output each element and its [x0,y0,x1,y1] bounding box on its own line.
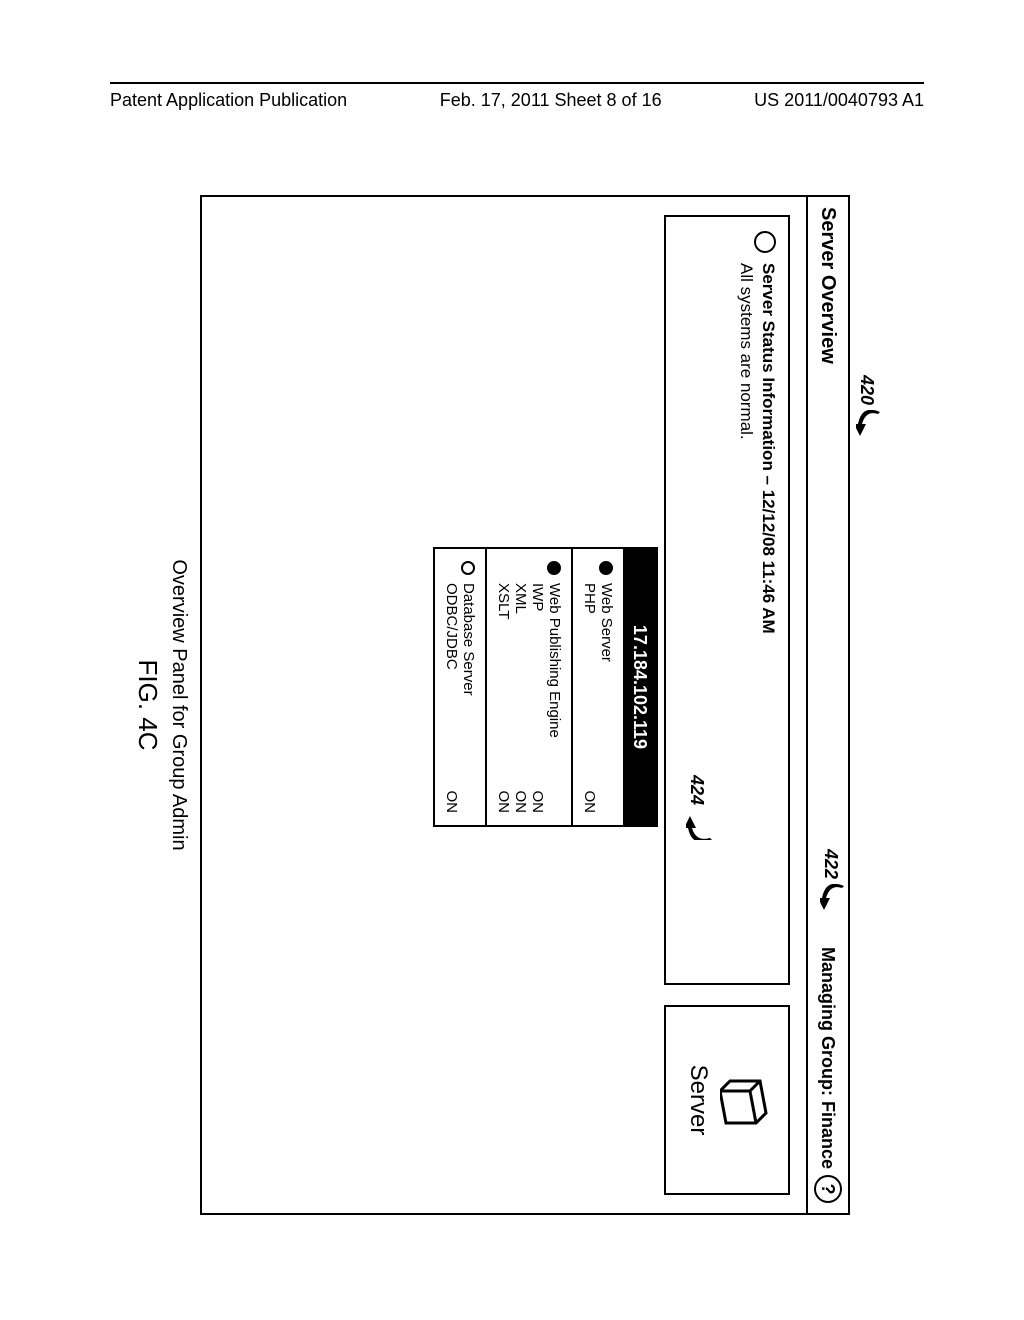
wpe-name: Web Publishing Engine [546,583,563,738]
help-icon[interactable]: ? [814,1175,842,1203]
status-title: Server Status Information – 12/12/08 11:… [758,263,778,634]
ip-header: 17.184.102.119 [623,549,656,825]
panel-header: Server Overview Managing Group: Finance … [806,197,848,1213]
list-item: PHP ON [581,561,598,813]
managing-group-label: Managing Group: Finance [818,947,839,1169]
server-icon [720,1073,770,1127]
header-center: Feb. 17, 2011 Sheet 8 of 16 [440,90,662,111]
web-server-section: Web Server PHP ON [571,549,623,825]
header-left: Patent Application Publication [110,90,347,111]
status-dot-icon [548,561,562,575]
server-tile[interactable]: Server [664,1005,790,1195]
overview-panel: Server Overview Managing Group: Finance … [200,195,850,1215]
list-item: ODBC/JDBCON [443,561,460,813]
status-indicator-icon [754,231,776,253]
list-item: IWPON [529,561,546,813]
web-server-name: Web Server [598,583,615,662]
server-label: Server [684,1065,712,1136]
status-box: Server Status Information – 12/12/08 11:… [664,215,790,985]
callout-420: 420 [856,375,880,444]
status-message: All systems are normal. [736,263,756,634]
page-header: Patent Application Publication Feb. 17, … [110,82,924,111]
figure-container: 420 422 424 Server Overview Managing Gro… [130,195,880,1215]
server-detail-box: 17.184.102.119 Web Server PHP ON Web Pub… [433,547,658,827]
caption-line2: FIG. 4C [132,195,163,1215]
status-dot-icon [600,561,614,575]
db-name: Database Server [460,583,477,696]
list-item: XMLON [512,561,529,813]
panel-title: Server Overview [817,207,840,364]
caption-line1: Overview Panel for Group Admin [167,195,190,1215]
db-section: Database Server ODBC/JDBCON [435,549,485,825]
wpe-section: Web Publishing Engine IWPON XMLON XSLTON [485,549,571,825]
figure-caption: Overview Panel for Group Admin FIG. 4C [132,195,190,1215]
header-right: US 2011/0040793 A1 [754,90,924,111]
list-item: XSLTON [495,561,512,813]
status-dot-icon [462,561,476,575]
